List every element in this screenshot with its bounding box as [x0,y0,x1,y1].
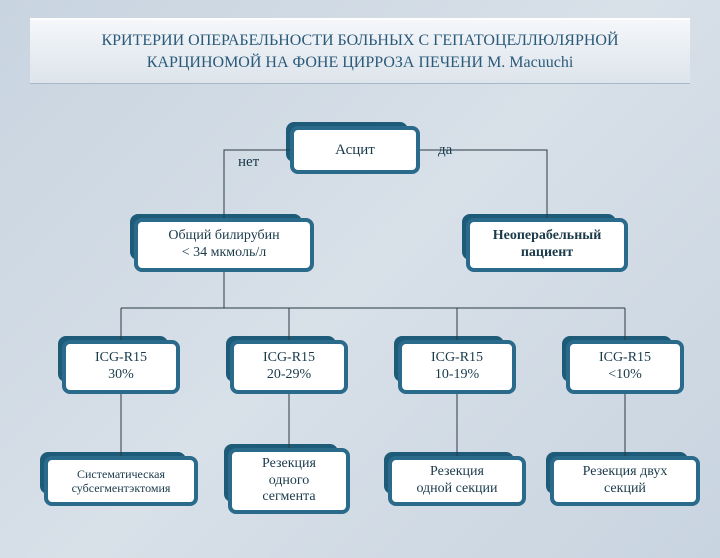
node-ascites: Асцит [290,126,420,174]
res3-line1: Резекция [400,464,514,481]
inoperable-line1: Неоперабельный [478,228,616,245]
icg1-line2: 30% [74,367,168,384]
icg3-line2: 10-19% [410,367,504,384]
node-icg4: ICG-R15 <10% [566,340,684,394]
res3-line2: одной секции [400,481,514,498]
res4-line1: Резекция двух [562,464,688,481]
res2-line1: Резекция [240,456,338,473]
node-bilirubin: Общий билирубин < 34 мкмоль/л [134,218,314,272]
node-res3: Резекция одной секции [388,456,526,506]
node-icg3: ICG-R15 10-19% [398,340,516,394]
icg4-line1: ICG-R15 [578,350,672,367]
icg4-line2: <10% [578,367,672,384]
header-line1: КРИТЕРИИ ОПЕРАБЕЛЬНОСТИ БОЛЬНЫХ С ГЕПАТО… [46,30,674,52]
node-icg2: ICG-R15 20-29% [230,340,348,394]
res4-line2: секций [562,481,688,498]
icg2-line1: ICG-R15 [242,350,336,367]
header-banner: КРИТЕРИИ ОПЕРАБЕЛЬНОСТИ БОЛЬНЫХ С ГЕПАТО… [30,18,690,84]
res2-line3: сегмента [240,489,338,506]
edge-label-yes: да [438,142,452,159]
node-res4: Резекция двух секций [550,456,700,506]
node-res2: Резекция одного сегмента [228,448,350,514]
node-icg1: ICG-R15 30% [62,340,180,394]
node-res1: Систематическая субсегментэктомия [44,456,198,506]
icg2-line2: 20-29% [242,367,336,384]
inoperable-line2: пациент [478,245,616,262]
res2-line2: одного [240,473,338,490]
icg3-line1: ICG-R15 [410,350,504,367]
edge-label-no: нет [238,154,259,171]
res1-line1: Систематическая [56,467,186,481]
bilirubin-line1: Общий билирубин [146,228,302,245]
res1-line2: субсегментэктомия [56,481,186,495]
node-ascites-label: Асцит [302,141,408,159]
node-inoperable: Неоперабельный пациент [466,218,628,272]
header-line2: КАРЦИНОМОЙ НА ФОНЕ ЦИРРОЗА ПЕЧЕНИ M. Mac… [46,52,674,74]
icg1-line1: ICG-R15 [74,350,168,367]
bilirubin-line2: < 34 мкмоль/л [146,245,302,262]
